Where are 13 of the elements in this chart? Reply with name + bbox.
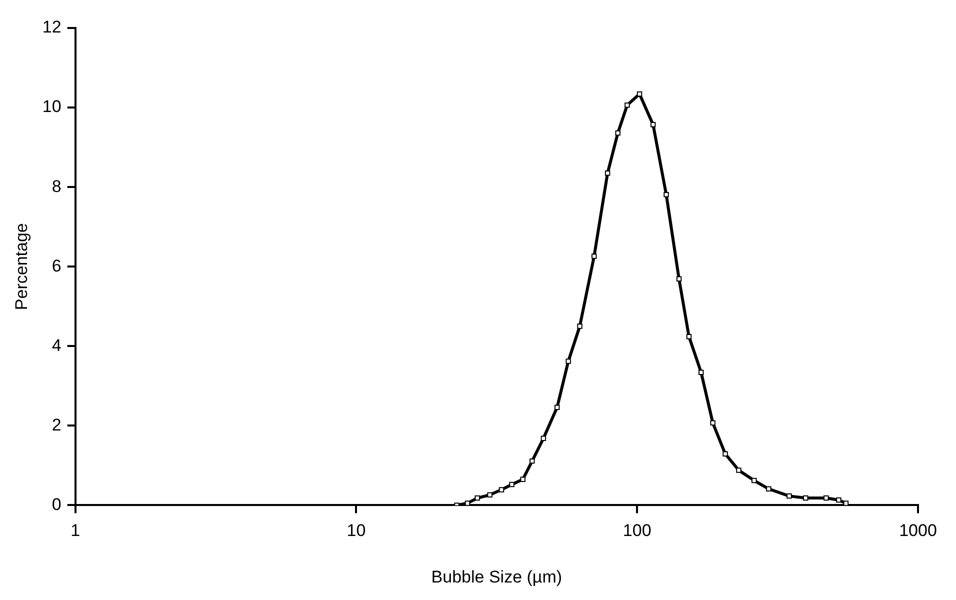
y-tick-label: 0 [52,494,62,514]
x-tick-label: 1 [70,521,80,540]
y-tick-label: 8 [52,176,62,196]
y-tick-label: 2 [52,415,62,434]
x-tick-label: 1000 [899,521,937,540]
y-tick-label: 4 [52,336,62,355]
x-tick-label: 100 [622,521,652,540]
y-tick-label: 6 [52,256,62,276]
y-axis-title: Percentage [12,223,31,310]
y-tick-label: 10 [42,97,62,116]
x-tick-label: 10 [346,521,366,540]
y-tick-label: 12 [42,18,62,37]
x-axis-title: Bubble Size (µm) [431,567,562,586]
